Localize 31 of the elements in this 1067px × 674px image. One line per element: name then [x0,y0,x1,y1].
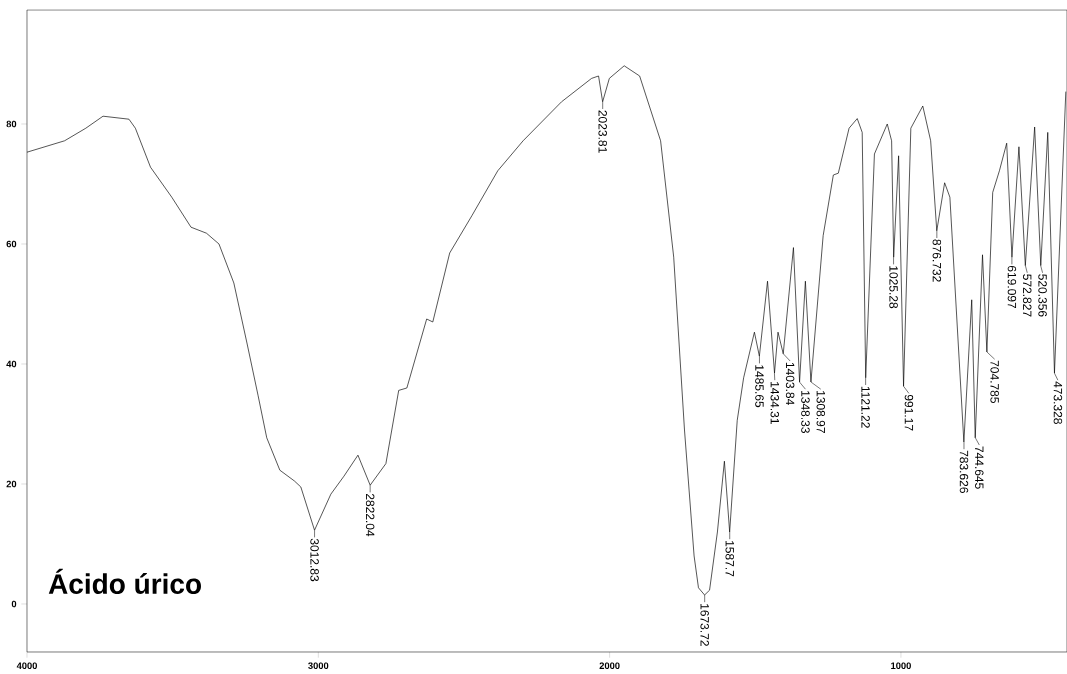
annotation: 619.097 [1007,265,1017,309]
annotation: 1121.22 [861,386,870,428]
x-tick-label: 3000 [308,662,329,670]
annotation: 2023.81 [598,110,607,153]
annotation: 1587.7 [725,541,734,577]
y-tick-label: 60 [6,240,17,248]
x-tick-label: 2000 [599,662,620,669]
annotation: 1434.31 [770,382,780,424]
annotation: 783.626 [959,450,969,493]
annotation: 704.785 [990,360,999,403]
annotation: 1308.97 [816,391,826,433]
annotation: 520.356 [1038,274,1047,317]
annotation: 1403.84 [785,362,795,405]
annotation: 572.827 [1022,274,1032,317]
annotation: 991.17 [904,394,914,431]
x-tick-label: 1000 [891,662,911,669]
annotation: 1025.28 [889,266,898,309]
y-tick-label: 0 [11,600,17,608]
annotation: 3012.83 [310,538,319,582]
y-tick-label: 40 [6,360,17,368]
annotation: 473.328 [1053,381,1063,424]
y-tick-label: 20 [6,480,17,488]
annotation: 1348.33 [801,391,810,433]
text: Ácido úrico [48,568,201,594]
annotation: 1673.72 [700,604,709,646]
annotation: 2822.04 [365,493,375,537]
annotation: 876.732 [932,239,942,282]
annotation: 1485.65 [755,365,764,408]
annotation: 744.645 [975,446,984,489]
y-tick-label: 80 [6,120,17,128]
x-tick-label: 4000 [16,662,37,669]
